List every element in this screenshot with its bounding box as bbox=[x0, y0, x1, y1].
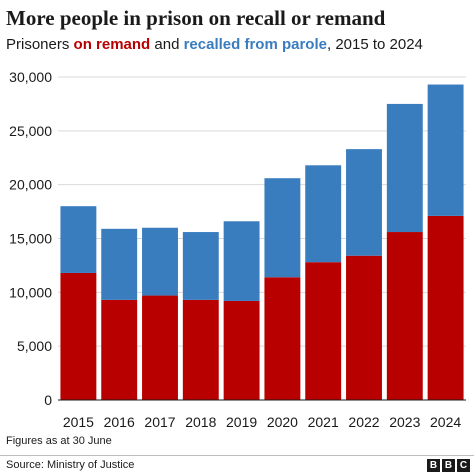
subtitle-recall: recalled from parole bbox=[183, 36, 327, 53]
x-tick-label: 2023 bbox=[389, 414, 420, 430]
stacked-bar-chart: 0 5,000 10,000 15,000 20,000 25,000 30,000 201… bbox=[9, 69, 466, 430]
bar-remand bbox=[427, 215, 464, 400]
y-tick-label: 15,000 bbox=[9, 231, 52, 247]
bar-remand bbox=[101, 299, 138, 400]
subtitle-middle: and bbox=[150, 36, 184, 53]
logo-letter: C bbox=[457, 459, 470, 472]
y-axis-ticks: 0 5,000 10,000 15,000 20,000 25,000 30,000 bbox=[9, 69, 52, 408]
bar-recall bbox=[346, 149, 382, 256]
figures-note: Figures as at 30 June bbox=[6, 435, 112, 447]
bars bbox=[60, 84, 464, 400]
x-tick-label: 2018 bbox=[185, 414, 216, 430]
bar-recall bbox=[264, 178, 301, 278]
logo-letter: B bbox=[442, 459, 455, 472]
y-tick-label: 5,000 bbox=[17, 338, 52, 354]
y-tick-label: 0 bbox=[44, 392, 52, 408]
bar-remand bbox=[264, 277, 301, 400]
subtitle-suffix: , 2015 to 2024 bbox=[326, 36, 423, 53]
y-tick-label: 10,000 bbox=[9, 284, 52, 300]
x-axis-ticks: 2015 2016 2017 2018 2019 2020 2021 2022 2023 2024 bbox=[58, 399, 466, 430]
source-text: Source: Ministry of Justice bbox=[6, 459, 135, 471]
subtitle-prefix: Prisoners bbox=[6, 36, 74, 53]
bar-recall bbox=[182, 232, 219, 300]
x-tick-label: 2021 bbox=[308, 414, 339, 430]
bar-recall bbox=[427, 84, 464, 216]
chart-subtitle: Prisoners on remand and recalled from pa… bbox=[6, 36, 423, 53]
x-tick-label: 2016 bbox=[104, 414, 135, 430]
bar-recall bbox=[305, 165, 342, 263]
bar-remand bbox=[182, 299, 219, 400]
bar-recall bbox=[101, 228, 138, 300]
y-tick-label: 30,000 bbox=[9, 69, 52, 85]
bar-recall bbox=[386, 103, 423, 233]
footer: Source: Ministry of Justice B B C bbox=[0, 455, 474, 475]
x-tick-label: 2019 bbox=[226, 414, 257, 430]
x-tick-label: 2020 bbox=[267, 414, 298, 430]
x-tick-label: 2024 bbox=[430, 414, 461, 430]
x-tick-label: 2015 bbox=[63, 414, 94, 430]
bar-remand bbox=[386, 232, 423, 400]
bar-remand bbox=[305, 262, 342, 400]
y-tick-label: 20,000 bbox=[9, 177, 52, 193]
bbc-logo: B B C bbox=[427, 459, 470, 472]
bar-remand bbox=[142, 295, 178, 400]
x-tick-label: 2017 bbox=[144, 414, 175, 430]
bar-remand bbox=[346, 255, 382, 400]
bar-recall bbox=[60, 206, 97, 273]
chart-title: More people in prison on recall or reman… bbox=[6, 6, 386, 30]
subtitle-remand: on remand bbox=[73, 36, 151, 53]
bar-recall bbox=[223, 221, 260, 301]
logo-letter: B bbox=[427, 459, 440, 472]
y-tick-label: 25,000 bbox=[9, 123, 52, 139]
bar-remand bbox=[60, 272, 97, 400]
bar-remand bbox=[223, 300, 260, 400]
bar-recall bbox=[142, 227, 178, 296]
x-tick-label: 2022 bbox=[348, 414, 379, 430]
